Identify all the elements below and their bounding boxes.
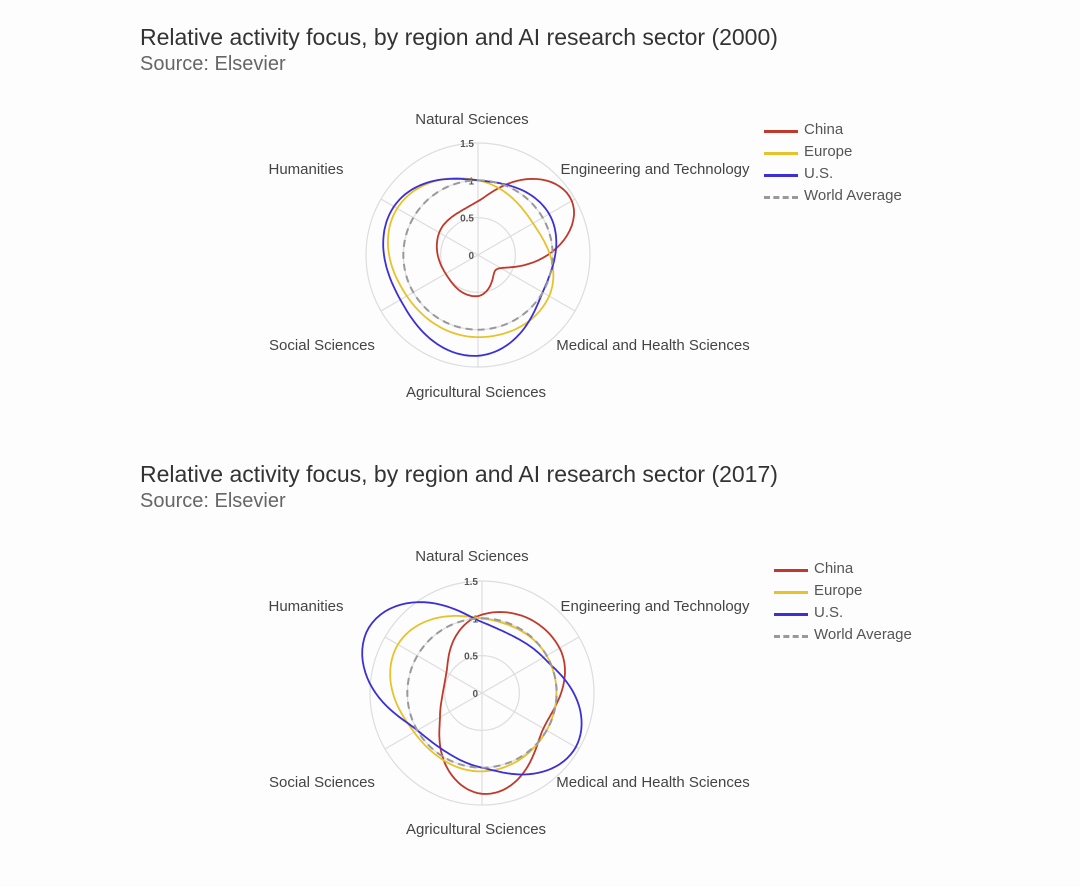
axis-spoke-social-sciences (384, 692, 483, 750)
radial-tick-label: 0.5 (464, 652, 478, 663)
series-china (435, 178, 575, 298)
axis-spoke-medical-and-health-sciences (481, 692, 580, 750)
axis-spoke-medical-and-health-sciences (477, 254, 576, 312)
axis-label-humanities: Humanities (268, 161, 343, 178)
series-world-average (402, 179, 554, 331)
axis-label-social-sciences: Social Sciences (269, 774, 375, 791)
axis-label-agricultural-sciences: Agricultural Sciences (406, 384, 546, 401)
chart-subtitle: Source: Elsevier (140, 53, 286, 75)
radar-plot: 0 0.5 1 1.5 Natural Sciences Engineering and … (268, 111, 750, 401)
legend-swatch (774, 591, 808, 594)
radial-tick-label: 0 (468, 251, 474, 262)
legend-swatch (764, 174, 798, 177)
axis-spoke-engineering-and-technology (481, 636, 580, 694)
legend-label: World Average (814, 626, 912, 643)
axis-label-medical-and-health-sciences: Medical and Health Sciences (556, 337, 749, 354)
axis-label-natural-sciences: Natural Sciences (415, 548, 528, 565)
axis-spoke-engineering-and-technology (477, 198, 576, 256)
axis-label-engineering-and-technology: Engineering and Technology (560, 161, 750, 178)
series-china (438, 611, 566, 795)
legend-swatch (774, 613, 808, 616)
radar-chart-2000: Relative activity focus, by region and A… (0, 0, 1080, 440)
legend-swatch (764, 130, 798, 133)
chart-title: Relative activity focus, by region and A… (140, 461, 778, 487)
axis-spoke-social-sciences (380, 254, 479, 312)
legend-label: Europe (804, 143, 853, 160)
axis-spoke-humanities (384, 636, 483, 694)
chart-subtitle: Source: Elsevier (140, 490, 286, 512)
axis-label-medical-and-health-sciences: Medical and Health Sciences (556, 774, 749, 791)
series-world-average (406, 617, 558, 769)
axis-label-agricultural-sciences: Agricultural Sciences (406, 821, 546, 838)
axis-label-natural-sciences: Natural Sciences (415, 111, 528, 128)
radial-tick-label: 0.5 (460, 214, 474, 225)
radial-tick-label: 0 (472, 689, 478, 700)
radar-chart-2017: Relative activity focus, by region and A… (0, 437, 1080, 877)
legend-swatch (764, 196, 798, 199)
legend-label: World Average (804, 187, 902, 204)
series-u-s (382, 177, 558, 357)
legend-label: China (804, 121, 844, 138)
axis-label-humanities: Humanities (268, 598, 343, 615)
axis-label-social-sciences: Social Sciences (269, 337, 375, 354)
legend-label: China (814, 560, 854, 577)
legend-label: U.S. (814, 604, 844, 621)
chart-title: Relative activity focus, by region and A… (140, 24, 778, 50)
radial-tick-label: 1.5 (464, 577, 478, 588)
legend-swatch (774, 635, 808, 638)
radial-tick-label: 1 (468, 176, 474, 187)
radar-grid (365, 142, 591, 368)
axis-spoke-humanities (380, 198, 479, 256)
axis-label-engineering-and-technology: Engineering and Technology (560, 598, 750, 615)
legend-swatch (764, 152, 798, 155)
legend-swatch (774, 569, 808, 572)
legend-label: U.S. (804, 165, 834, 182)
legend-label: Europe (814, 582, 863, 599)
series-europe (387, 177, 555, 338)
radial-tick-label: 1.5 (460, 139, 474, 150)
